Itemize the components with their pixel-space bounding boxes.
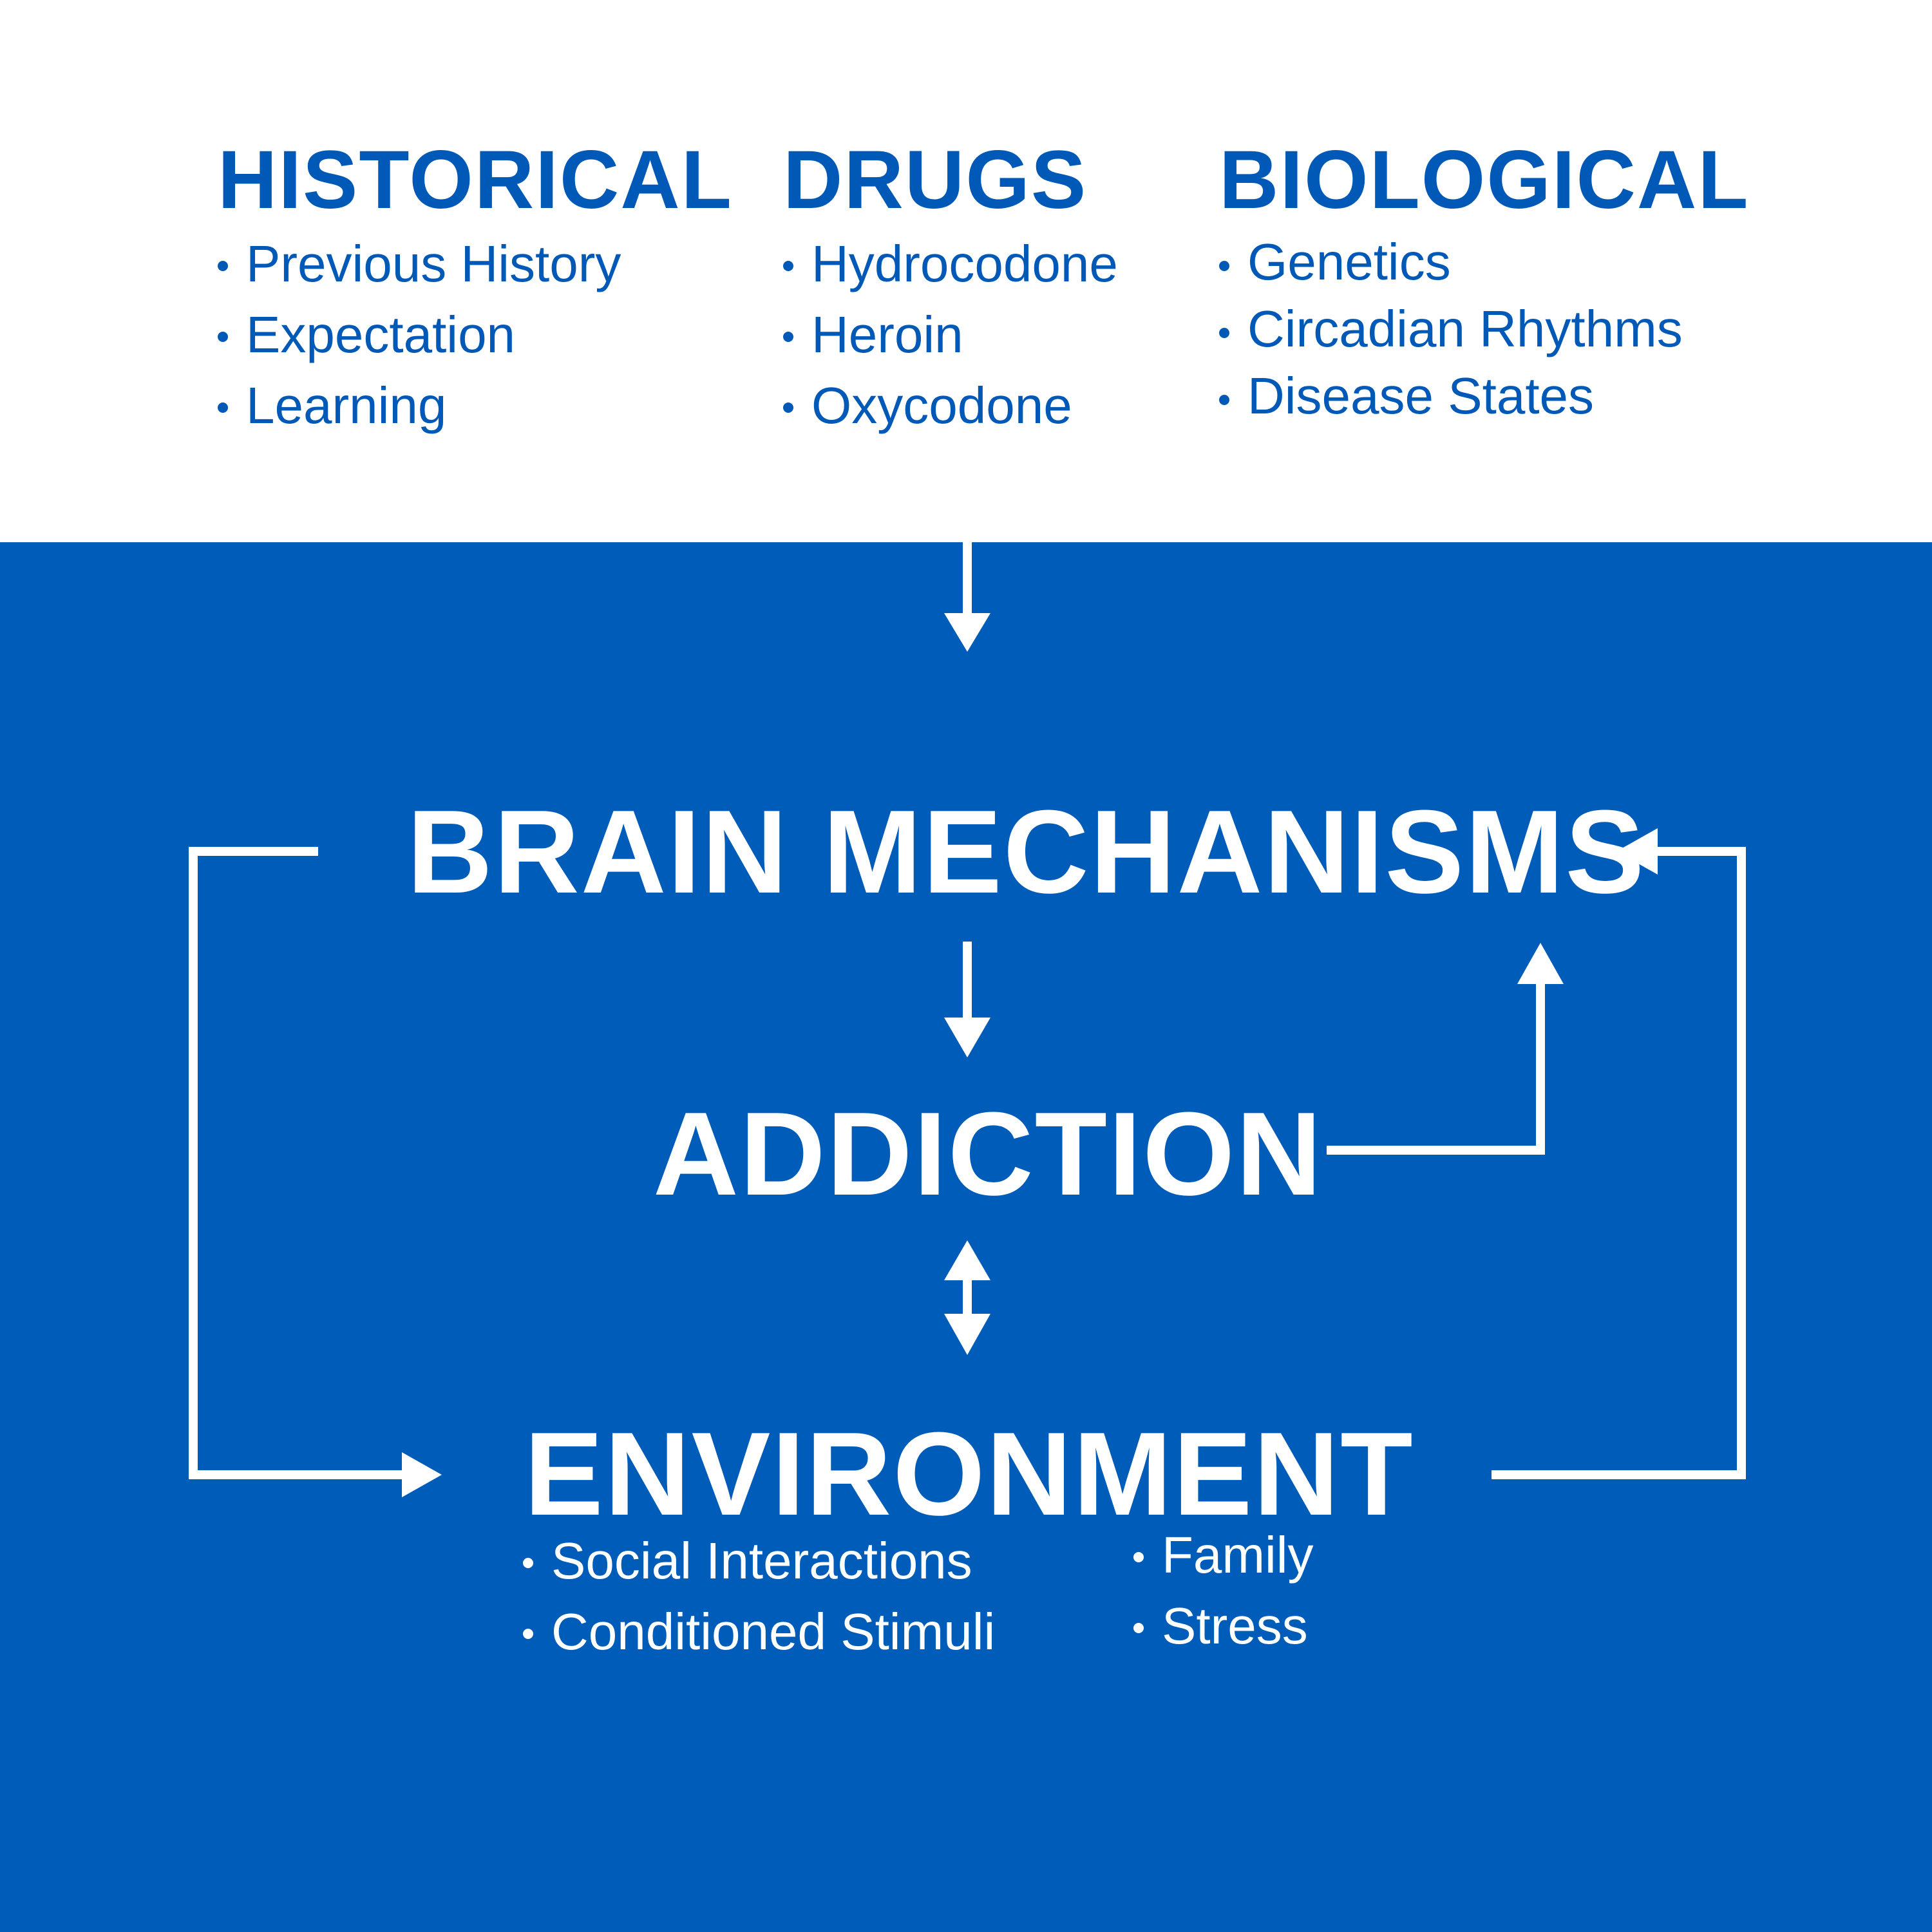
bottom-panel [0,542,1932,1932]
list-item: Circadian Rhythms [1219,296,1750,363]
list-item: Hydrocodone [783,229,1118,299]
addiction-label: ADDICTION [653,1087,1323,1220]
right-loop-arrow-icon [1492,828,1746,1479]
list-item: Disease States [1219,363,1750,430]
environment-list-right: Family Stress [1133,1520,1314,1662]
list-item: Conditioned Stimuli [523,1596,995,1667]
list-item: Learning [218,370,733,441]
list-item: Oxycodone [783,370,1118,441]
historical-heading: HISTORICAL [218,134,733,226]
biological-list: Genetics Circadian Rhythms Disease State… [1219,229,1750,430]
drugs-column: DRUGS Hydrocodone Heroin Oxycodone [783,132,1118,441]
list-item: Stress [1133,1591,1314,1662]
arrow-down-icon [944,942,990,1057]
environment-label: ENVIRONMENT [524,1407,1414,1540]
arrow-down-icon [944,542,990,652]
drugs-list: Hydrocodone Heroin Oxycodone [783,229,1118,441]
list-item: Genetics [1219,229,1750,296]
list-item: Previous History [218,229,733,299]
historical-column: HISTORICAL Previous History Expectation … [218,132,733,441]
list-item: Heroin [783,299,1118,370]
list-item: Social Interactions [523,1526,995,1596]
biological-column: BIOLOGICAL Genetics Circadian Rhythms Di… [1219,132,1750,430]
list-item: Family [1133,1520,1314,1591]
top-panel [0,0,1932,542]
left-loop-arrow-icon [189,847,442,1497]
brain-mechanisms-label: BRAIN MECHANISMS [407,785,1646,918]
list-item: Expectation [218,299,733,370]
drugs-heading: DRUGS [783,134,1088,226]
addiction-feedback-arrow-icon [1327,943,1564,1155]
double-arrow-icon [944,1240,990,1355]
historical-list: Previous History Expectation Learning [218,229,733,441]
environment-list-left: Social Interactions Conditioned Stimuli [523,1526,995,1667]
biological-heading: BIOLOGICAL [1219,134,1750,226]
